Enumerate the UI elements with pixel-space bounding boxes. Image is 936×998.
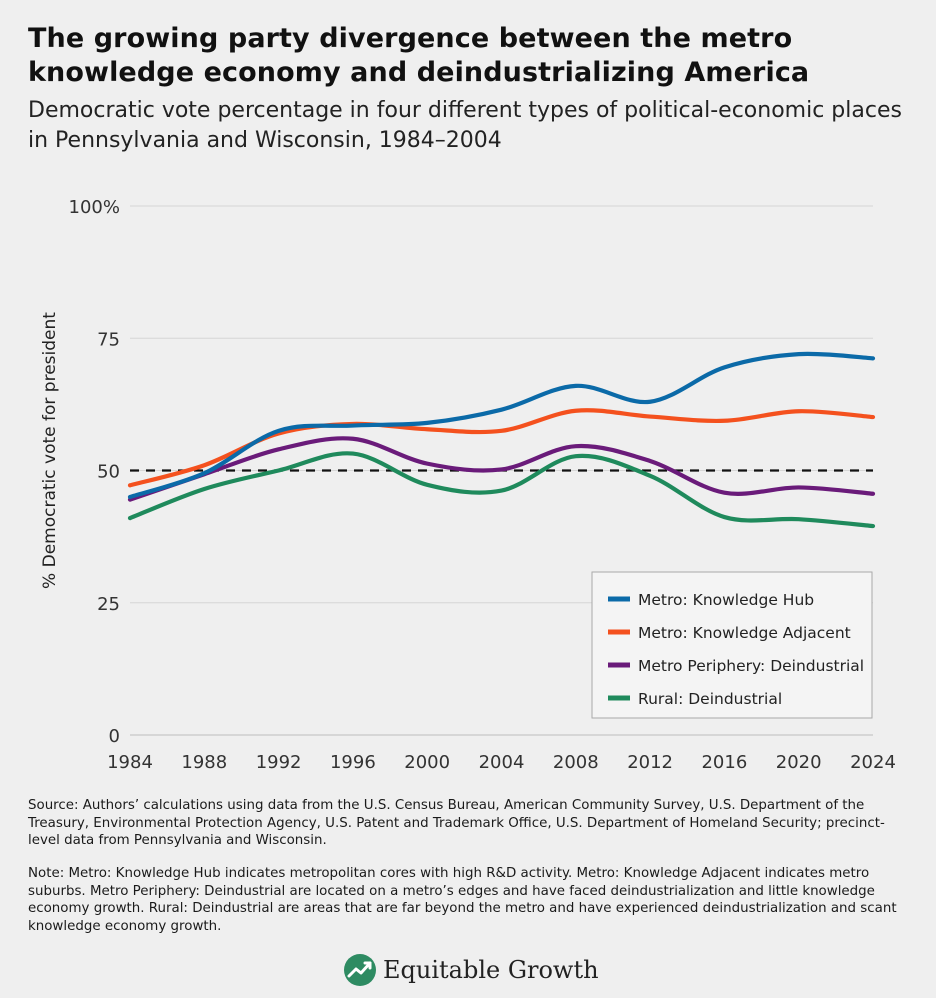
y-tick-label: 50 [97,462,120,483]
x-tick-label: 1988 [181,752,227,773]
y-tick-label: 75 [97,329,120,350]
legend-label: Metro: Knowledge Hub [638,591,814,609]
x-tick-label: 1996 [330,752,376,773]
source-note: Source: Authors’ calculations using data… [28,798,885,848]
x-tick-label: 2024 [850,752,896,773]
x-tick-label: 2020 [776,752,822,773]
x-tick-label: 2008 [553,752,599,773]
logo-text: Equitable Growth [383,956,599,984]
x-tick-label: 2000 [404,752,450,773]
chart-subtitle: Democratic vote percentage in four diffe… [28,98,902,153]
line-chart: 100% 75 50 25 0 1984 1988 1992 1996 2000 2004 2008 2… [40,197,896,773]
legend: Metro: Knowledge Hub Metro: Knowledge Adj… [591,571,873,719]
legend-label: Metro: Knowledge Adjacent [638,624,851,642]
growth-leaf-icon [344,954,376,986]
x-tick-label: 2012 [627,752,673,773]
chart-title: The growing party divergence between the… [28,23,810,88]
series-line-metro-knowledge-hub [127,351,876,500]
x-tick-label: 1984 [107,752,153,773]
x-tick-label: 1992 [256,752,302,773]
y-tick-label: 0 [109,726,120,747]
y-axis-label: % Democratic vote for president [40,312,60,589]
series-lines [127,351,876,529]
series-line-metro-knowledge-adjacent [127,408,876,488]
x-tick-label: 2016 [701,752,747,773]
y-tick-label: 25 [97,594,120,615]
y-tick-label: 100% [69,197,120,218]
brand-logo: Equitable Growth [343,953,599,987]
definitions-note: Note: Metro: Knowledge Hub indicates met… [28,866,897,934]
legend-label: Rural: Deindustrial [638,690,782,708]
legend-box [591,571,873,719]
axes: 100% 75 50 25 0 1984 1988 1992 1996 2000 2004 2008 2… [40,197,896,773]
series-line-metro-periphery-deindustrial [127,436,876,502]
legend-label: Metro Periphery: Deindustrial [638,657,864,675]
x-tick-label: 2004 [479,752,525,773]
series-line-rural-deindustrial [127,451,876,529]
